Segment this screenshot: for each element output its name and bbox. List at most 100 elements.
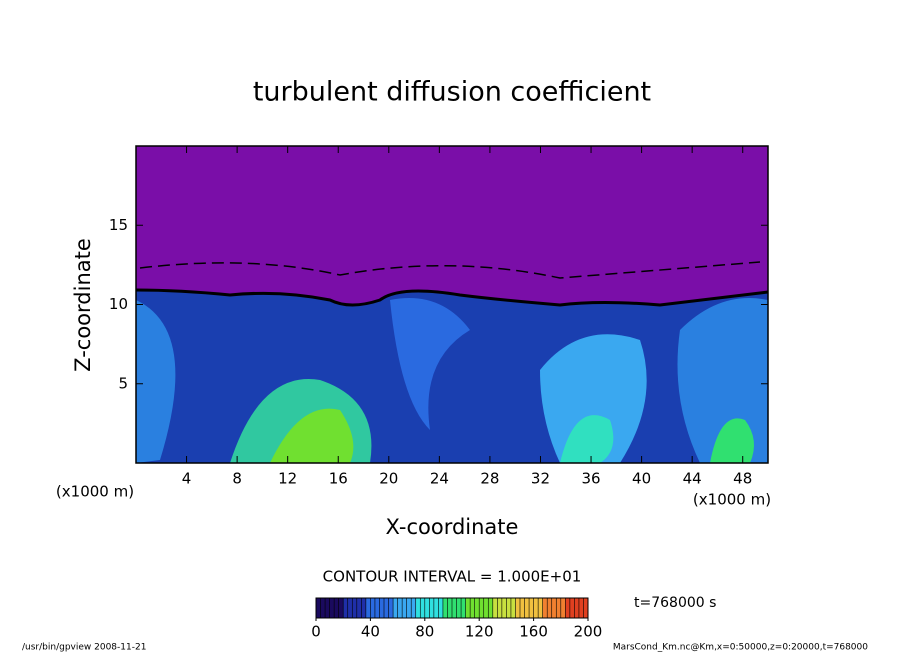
colorbar-cell [388,598,394,618]
field-region [560,415,614,463]
colorbar-cell [356,598,362,618]
chart-title: turbulent diffusion coefficient [253,77,651,108]
colorbar-cell [374,598,380,618]
colorbar-cell [384,598,390,618]
x-tick-label: 12 [278,470,297,488]
colorbar-cell [479,598,485,618]
x-tick-label: 44 [683,470,702,488]
footer: MarsCond_Km.nc@Km,x=0:50000,z=0:20000,t=… [613,643,868,653]
contour-interval: CONTOUR INTERVAL = 1.000E+01 [323,568,582,586]
colorbar-cell [379,598,385,618]
colorbar-frame [315,597,589,619]
colorbar-cell [520,598,526,618]
field-region [136,300,176,463]
colorbar-cell [465,598,471,618]
colorbar-cell [361,598,367,618]
colorbar-cell [420,598,426,618]
colorbar-cell [402,598,408,618]
colorbar-cell [406,598,412,618]
colorbar-tick-label: 200 [574,623,603,641]
colorbar-cell [397,598,403,618]
colorbar: 0 40 80 120 160 200 [311,597,603,641]
colorbar-cell [393,598,399,618]
contour-line [135,288,769,307]
colorbar-cell [547,598,553,618]
colorbar-tick-label: 0 [311,623,321,641]
colorbar-cell [574,598,580,618]
x-tick-label: 24 [430,470,449,488]
colorbar-cell [320,598,326,618]
colorbar-cell [370,598,376,618]
colorbar-cell [338,598,344,618]
field-region [270,408,354,463]
colorbar-cell [365,598,371,618]
colorbar-cell [488,598,494,618]
colorbar-cell [474,598,480,618]
colorbar-tick-label: 80 [415,623,434,641]
colorbar-tick-label: 40 [361,623,380,641]
colorbar-cell [461,598,467,618]
field-region [136,146,768,305]
field-region [540,334,647,463]
x-tick-label: 40 [632,470,651,488]
colorbar-cell [524,598,530,618]
colorbar-cell [538,598,544,618]
colorbar-cell [551,598,557,618]
colorbar-cell [433,598,439,618]
colorbar-cell [483,598,489,618]
colorbar-cell [583,598,589,618]
colorbar-cell [497,598,503,618]
x-tick-label: 20 [379,470,398,488]
footer: /usr/bin/gpview 2008-11-21 [22,643,146,653]
colorbar-cell [569,598,575,618]
colorbar-cell [447,598,453,618]
colorbar-cell [438,598,444,618]
x-tick-label: 4 [182,470,192,488]
colorbar-cell [492,598,498,618]
colorbar-cell [334,598,340,618]
y-tick-label: 15 [109,216,128,234]
colorbar-cell [515,598,521,618]
colorbar-cell [578,598,584,618]
colorbar-cell [316,598,322,618]
colorbar-cell [529,598,535,618]
colorbar-cell [510,598,516,618]
colorbar-cell [456,598,462,618]
colorbar-tick-label: 160 [519,623,548,641]
colorbar-cell [506,598,512,618]
colorbar-cell [352,598,358,618]
colorbar-cell [325,598,331,618]
colorbar-cell [424,598,430,618]
x-tick-label: 32 [531,470,550,488]
x-unit: (x1000 m) [56,483,134,501]
colorbar-cell [533,598,539,618]
y-axis-title: Z-coordinate [71,238,95,372]
colorbar-cell [343,598,349,618]
colorbar-cell [470,598,476,618]
field-region [390,298,470,430]
x-tick-label: 8 [232,470,242,488]
colorbar-cell [452,598,458,618]
colorbar-tick-label: 120 [465,623,494,641]
x-tick-label: 48 [733,470,752,488]
y-tick-label: 10 [109,295,128,313]
colorbar-cell [442,598,448,618]
field [135,146,769,463]
colorbar-cell [329,598,335,618]
colorbar-cell [556,598,562,618]
x-tick-label: 36 [581,470,600,488]
x-tick-label: 28 [480,470,499,488]
field-region [710,418,754,463]
colorbar-cell [560,598,566,618]
x-unit: (x1000 m) [693,491,771,509]
x-tick-label: 16 [329,470,348,488]
contour-line [139,261,761,279]
y-tick-label: 5 [118,374,128,392]
colorbar-cell [411,598,417,618]
colorbar-cell [542,598,548,618]
colorbar-cell [565,598,571,618]
colorbar-cell [501,598,507,618]
colorbar-cell [347,598,353,618]
